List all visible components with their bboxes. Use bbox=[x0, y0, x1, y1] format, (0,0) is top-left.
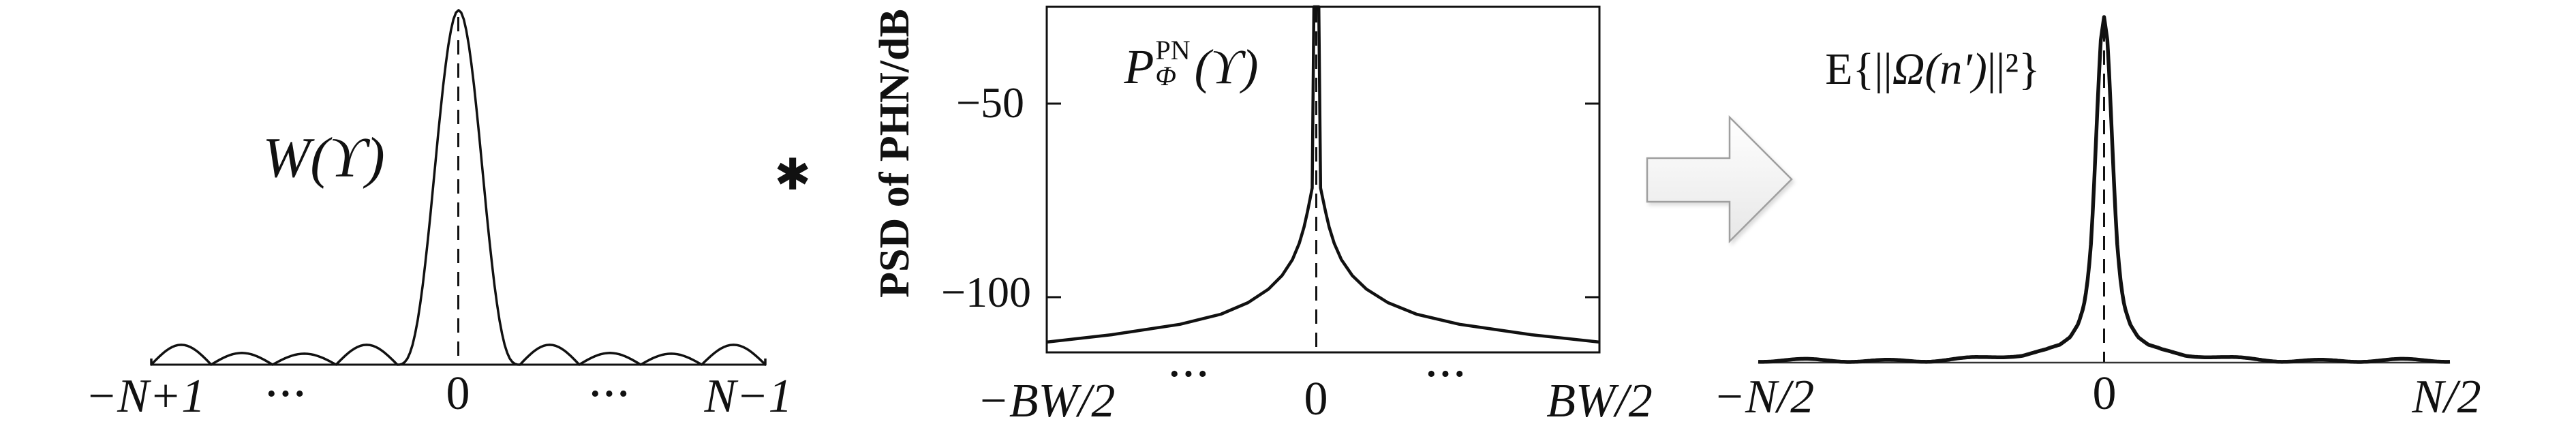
psd-curve-label-subscript: Φ bbox=[1155, 60, 1176, 91]
psd-curve-label-base: P bbox=[1124, 40, 1154, 94]
expected-omega-curve bbox=[1758, 15, 2451, 364]
right-title-open: E{|| bbox=[1825, 44, 1892, 94]
mid-xtick-ellipsis-pos: ··· bbox=[1424, 353, 1468, 395]
psd-curve-label-scripts: PN Φ bbox=[1155, 34, 1191, 91]
left-xtick-minus-n-plus-1: −N+1 bbox=[85, 370, 206, 423]
left-xtick-zero: 0 bbox=[446, 367, 470, 420]
curves-layer bbox=[150, 5, 2451, 366]
right-xtick-zero: 0 bbox=[2092, 367, 2117, 420]
mid-xtick-bw-half: BW/2 bbox=[1546, 375, 1653, 426]
mid-xtick-minus-bw-half: −BW/2 bbox=[977, 375, 1116, 426]
window-function-curve bbox=[150, 9, 767, 366]
right-xtick-minus-n-half: −N/2 bbox=[1713, 371, 1815, 423]
right-title-close: ||²} bbox=[1987, 44, 2040, 94]
psd-ytick-minus-50: −50 bbox=[955, 78, 1025, 127]
middle-plot-frame bbox=[1045, 5, 1601, 354]
psd-curve-label: P PN Φ (ϒ) bbox=[1124, 36, 1259, 94]
left-xtick-n-minus-1: N−1 bbox=[704, 370, 793, 423]
convolution-asterisk-icon: ✱ bbox=[774, 150, 811, 200]
mid-xtick-zero: 0 bbox=[1304, 373, 1328, 425]
left-plot-title: W(ϒ) bbox=[262, 126, 385, 189]
right-plot-title: E{||Ω(n′)||²} bbox=[1825, 47, 2040, 92]
psd-phn-curve bbox=[1046, 5, 1600, 344]
left-xtick-ellipsis-pos: ··· bbox=[588, 373, 632, 415]
left-xtick-ellipsis-neg: ··· bbox=[264, 373, 308, 415]
psd-y-axis-title: PSD of PHN/dB bbox=[872, 9, 918, 298]
mid-xtick-ellipsis-neg: ··· bbox=[1167, 353, 1211, 395]
psd-curve-label-superscript: PN bbox=[1155, 34, 1191, 65]
result-arrow-icon bbox=[1646, 115, 1793, 244]
right-title-omega: Ω(n′) bbox=[1892, 44, 1987, 94]
right-xtick-n-half: N/2 bbox=[2412, 371, 2481, 423]
psd-curve-label-argument: (ϒ) bbox=[1194, 40, 1259, 94]
psd-ytick-minus-100: −100 bbox=[940, 268, 1032, 316]
